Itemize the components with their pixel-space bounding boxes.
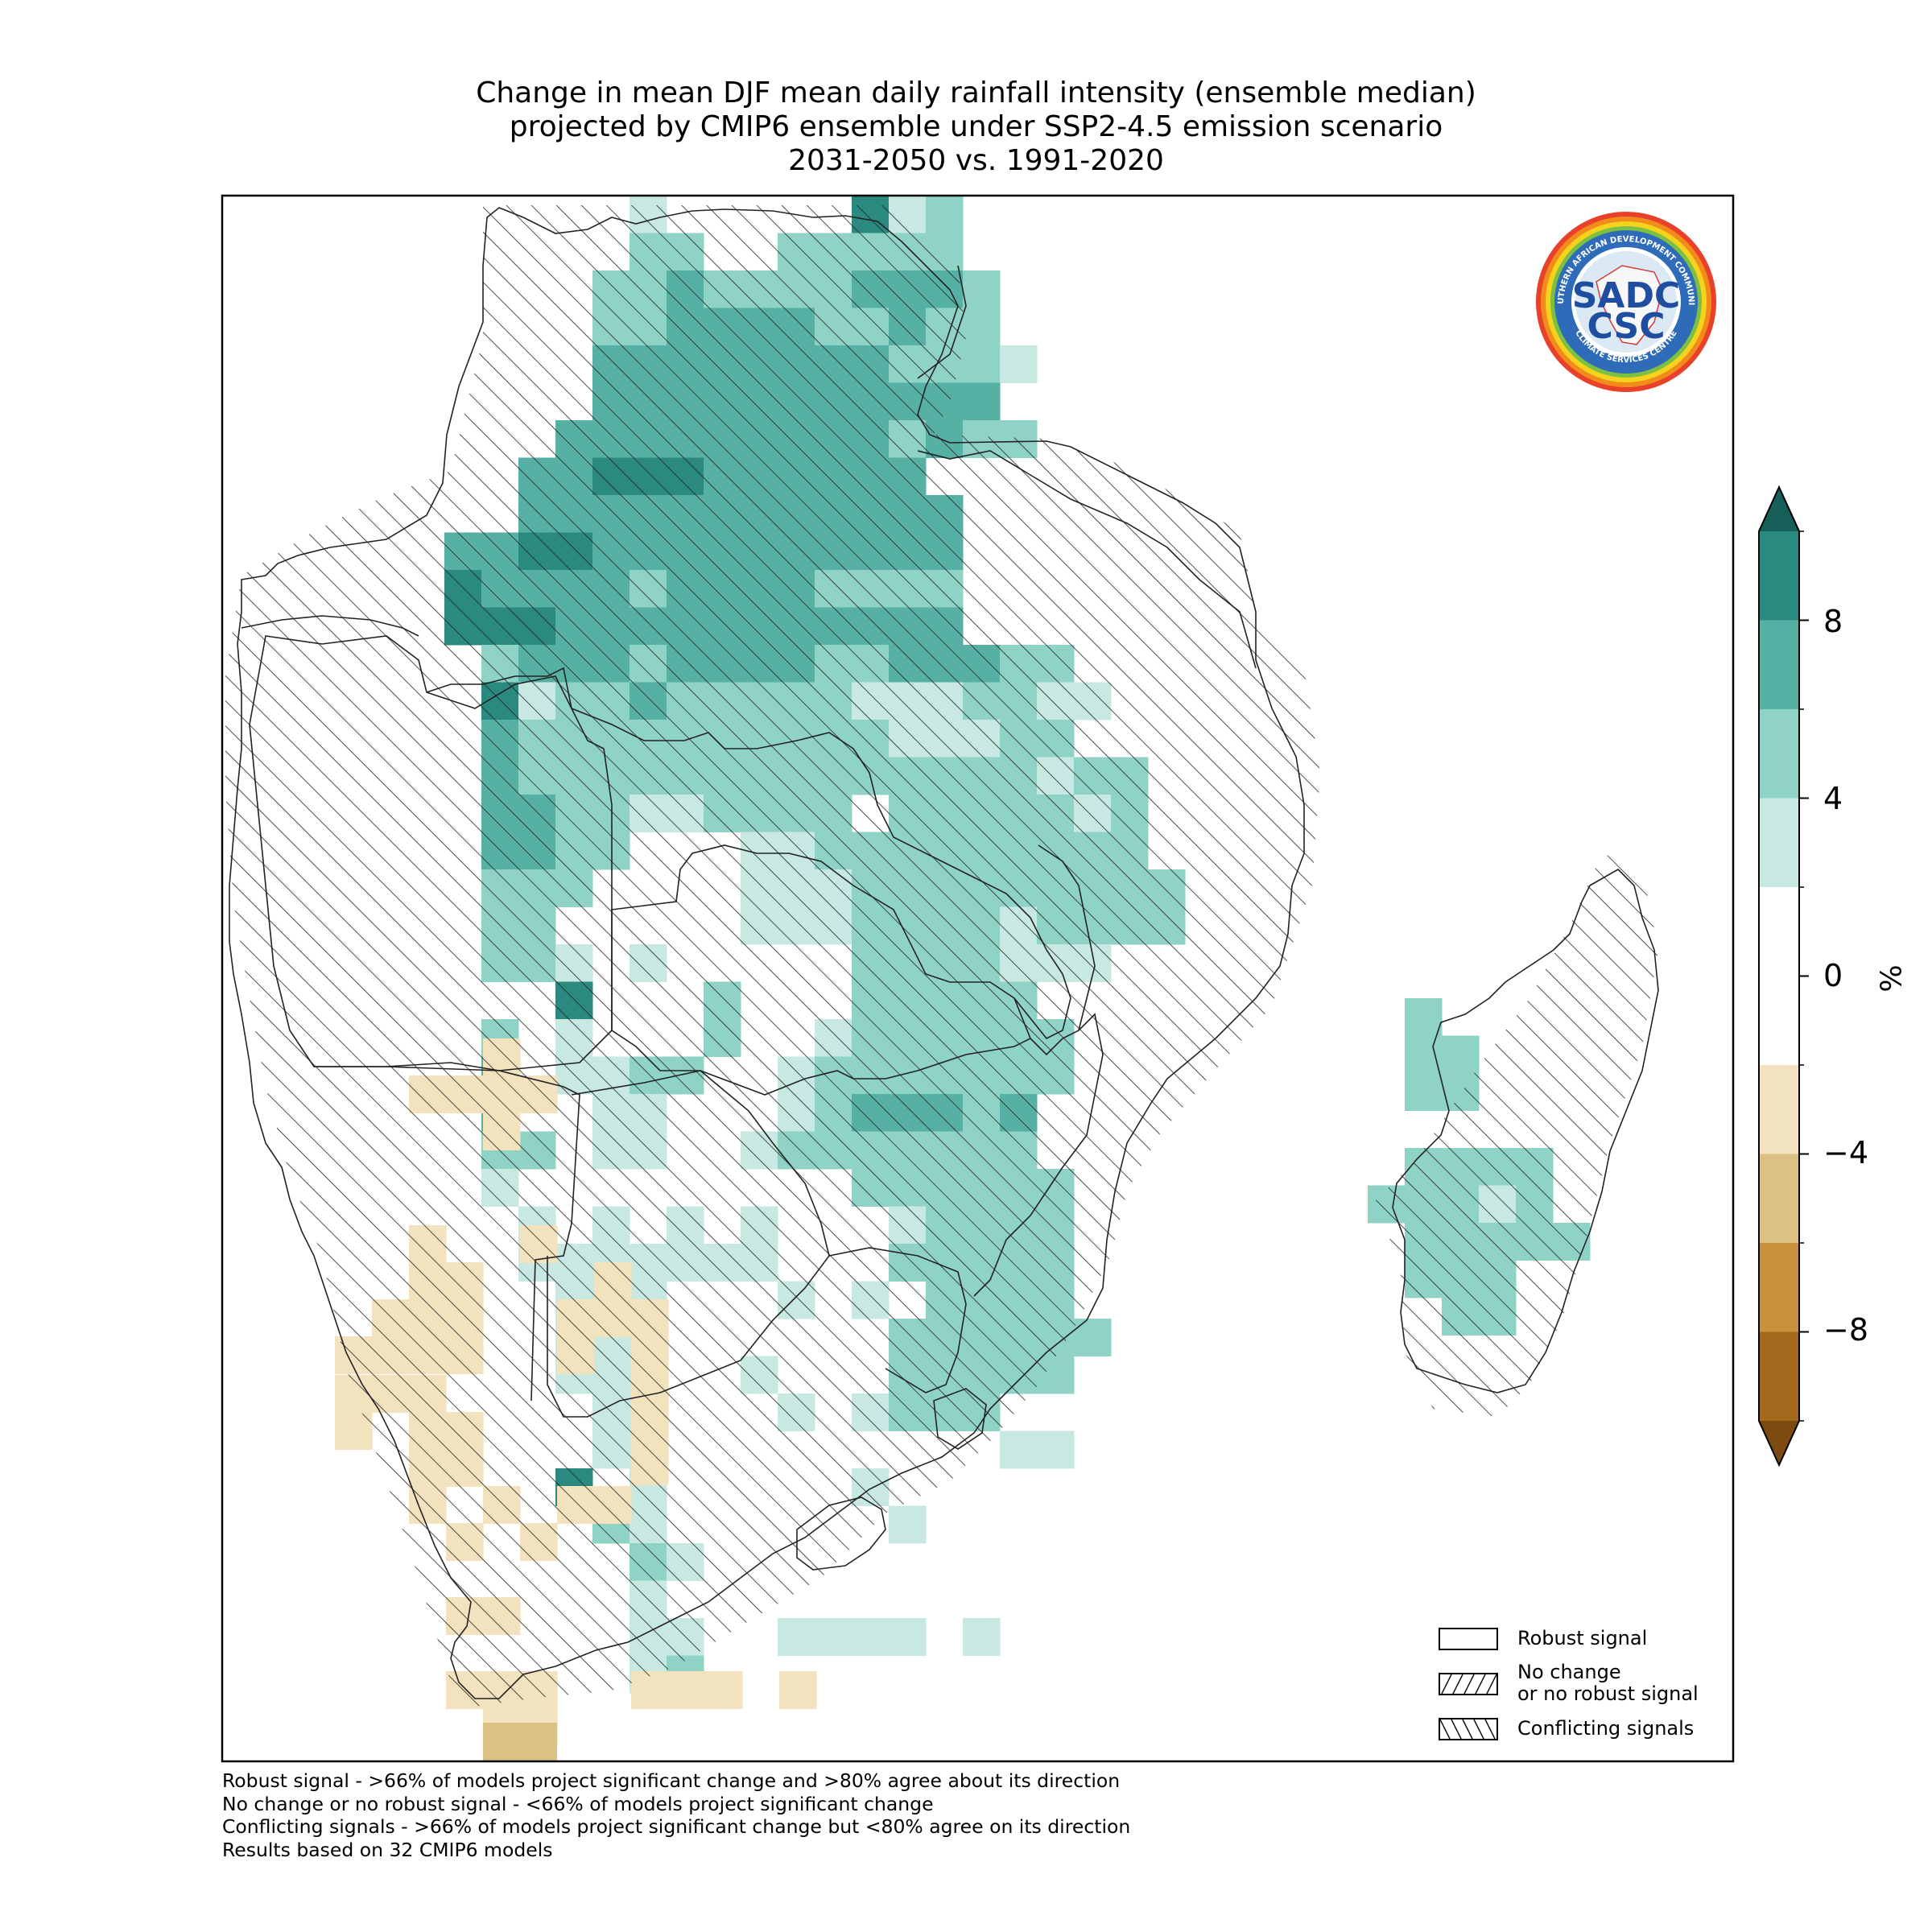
colorbar-tick-label-8: 8 — [1823, 604, 1843, 639]
colorbar-segment — [1759, 620, 1799, 709]
legend-label-no-change-line2: or no robust signal — [1517, 1682, 1699, 1705]
lake-victoria-lesotho — [796, 1496, 886, 1571]
grid-cell-drying — [779, 1671, 817, 1709]
footnote-model-count: Results based on 32 CMIP6 models — [222, 1838, 553, 1861]
namibia-border — [314, 1062, 580, 1402]
malawi-border — [1038, 844, 1096, 1031]
mainland-hatch-region — [225, 205, 1320, 1707]
chart-title: Change in mean DJF mean daily rainfall i… — [221, 76, 1731, 178]
colorbar-segment — [1759, 887, 1799, 1065]
colorbar-tick-label-minus-4: −4 — [1823, 1135, 1869, 1170]
grid-cell — [889, 1618, 927, 1656]
logo-graphic: SADC CSC SOUTHERN AFRICAN DEVELOPMENT CO… — [1530, 203, 1716, 392]
grid-cell — [1000, 1430, 1038, 1469]
sadc-csc-logo: SADC CSC SOUTHERN AFRICAN DEVELOPMENT CO… — [1530, 203, 1719, 394]
legend-label-conflicting: Conflicting signals — [1517, 1717, 1695, 1740]
colorbar-segment — [1759, 709, 1799, 799]
grid-cell — [889, 1505, 927, 1544]
tanzania-border — [917, 450, 1257, 669]
drc-border — [426, 667, 1071, 1040]
footnote-conflicting: Conflicting signals - >66% of models pro… — [222, 1815, 1131, 1838]
legend-label-no-change-line1: No change — [1517, 1661, 1621, 1683]
grid-cell-drying — [668, 1671, 706, 1709]
colorbar-segment — [1759, 798, 1799, 887]
legend-swatch-robust — [1439, 1628, 1498, 1650]
grid-cell-madagascar — [1442, 1035, 1480, 1074]
mozambique-border — [973, 1013, 1104, 1297]
colorbar-extend-low — [1759, 1421, 1799, 1465]
colorbar-tick-label-4: 4 — [1823, 781, 1843, 816]
grid-cell — [778, 1618, 815, 1656]
botswana-border — [547, 1070, 830, 1418]
angola-border — [249, 635, 613, 1071]
congo-gabon-border — [241, 615, 419, 637]
grid-cell-madagascar — [1405, 1073, 1443, 1111]
grid-cell — [1037, 1430, 1075, 1469]
hatch-forward-swatch — [1441, 1674, 1496, 1694]
kenya-uganda-border — [917, 265, 967, 379]
colorbar-segment — [1759, 1243, 1799, 1332]
grid-cell — [926, 196, 964, 233]
colorbar-tick-label-0: 0 — [1823, 958, 1843, 993]
grid-cell-madagascar — [1405, 998, 1443, 1036]
grid-cell-madagascar — [1405, 1035, 1443, 1074]
legend-swatch-conflicting — [1439, 1718, 1498, 1740]
colorbar-segment — [1759, 1154, 1799, 1243]
grid-cell — [963, 1618, 1001, 1656]
country-borders — [229, 207, 1659, 1699]
grid-cell — [1074, 1319, 1112, 1356]
zimbabwe-border — [828, 1247, 967, 1393]
map-frame — [221, 194, 1735, 1763]
grid-cell — [963, 270, 1001, 308]
footnote-robust: Robust signal - >66% of models project s… — [222, 1769, 1121, 1792]
madagascar-coastline — [1392, 869, 1659, 1393]
colorbar — [1758, 485, 1809, 1468]
logo-mark-top: SADC — [1572, 275, 1681, 316]
colorbar-tick-label-minus-8: −8 — [1823, 1312, 1869, 1348]
title-line-1: Change in mean DJF mean daily rainfall i… — [476, 76, 1476, 109]
eswatini — [933, 1388, 987, 1450]
mainland-coastline — [229, 207, 1305, 1699]
legend-swatch-no-change — [1439, 1673, 1498, 1695]
legend-label-robust: Robust signal — [1517, 1627, 1648, 1649]
no-robust-signal-hatching — [225, 205, 1658, 1707]
colorbar-segment — [1759, 531, 1799, 621]
grid-cell-drying-strong — [483, 1723, 557, 1761]
grid-cell — [963, 345, 1001, 383]
grid-cell — [963, 382, 1001, 421]
grid-cell-drying — [705, 1671, 743, 1709]
footnotes: Robust signal - >66% of models project s… — [222, 1769, 1130, 1861]
logo-mark-bottom: CSC — [1587, 306, 1665, 347]
madagascar-hatch-region — [1368, 853, 1658, 1417]
colorbar-segment — [1759, 1331, 1799, 1421]
title-line-2: projected by CMIP6 ensemble under SSP2-4… — [509, 110, 1443, 143]
colorbar-extend-high — [1759, 487, 1799, 531]
colorbar-unit-label: % — [1872, 964, 1906, 993]
grid-cell — [963, 308, 1001, 346]
legend-label-no-change: No change or no robust signal — [1517, 1662, 1699, 1705]
colorbar-segment — [1759, 1065, 1799, 1154]
hatch-backward-swatch — [1440, 1719, 1496, 1739]
grid-cell — [1000, 345, 1038, 383]
grid-cell — [852, 1618, 890, 1656]
title-line-3: 2031-2050 vs. 1991-2020 — [788, 144, 1164, 177]
grid-cell — [815, 1618, 852, 1656]
footnote-no-change: No change or no robust signal - <66% of … — [222, 1792, 934, 1815]
